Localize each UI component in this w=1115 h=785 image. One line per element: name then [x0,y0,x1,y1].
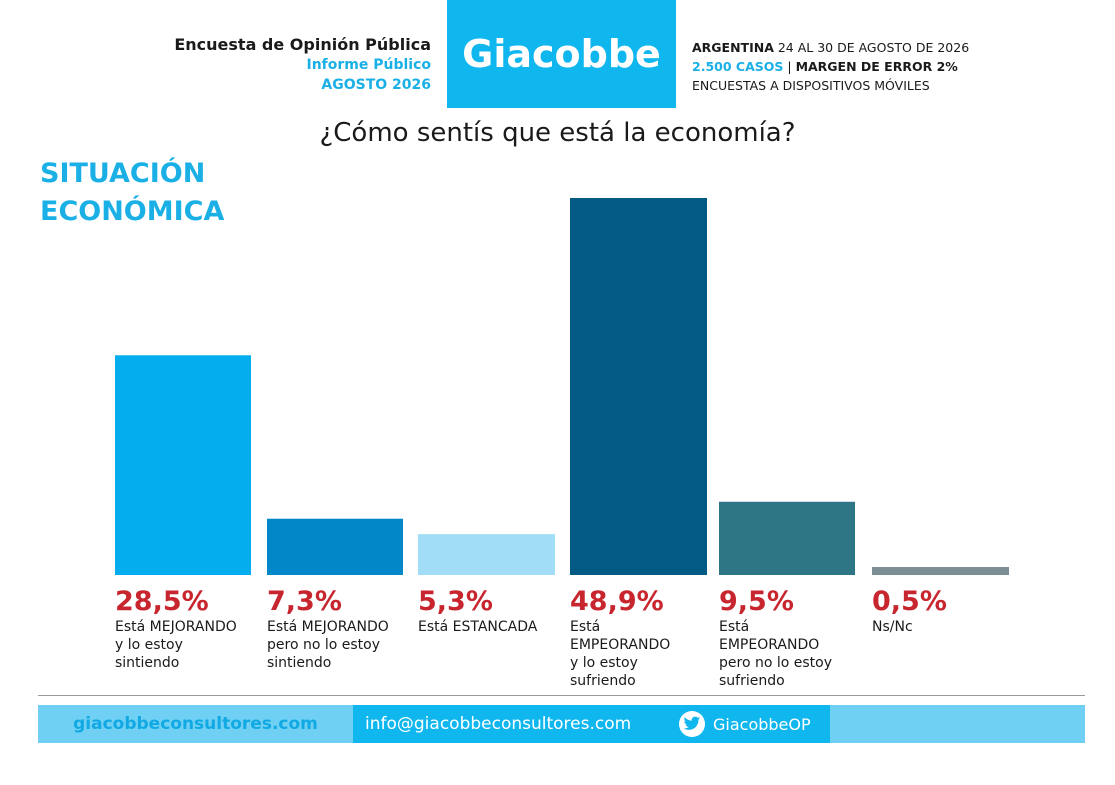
margin-of-error: MARGEN DE ERROR 2% [795,59,958,74]
survey-title: Encuesta de Opinión Pública [174,35,431,54]
report-type: Informe Público [306,57,431,73]
bar-5 [719,501,855,575]
category-label: Está EMPEORANDO y lo estoy sufriendo [570,619,671,689]
website-link[interactable]: giacobbeconsultores.com [73,714,318,734]
survey-dates: 24 AL 30 DE AGOSTO DE 2026 [777,40,970,55]
email-link[interactable]: info@giacobbeconsultores.com [353,705,665,743]
methodology-line-1: ARGENTINA 24 AL 30 DE AGOSTO DE 2026 [692,38,969,57]
bar-label-2: 7,3% Está MEJORANDO pero no lo estoy sint… [267,586,412,672]
header-methodology: ARGENTINA 24 AL 30 DE AGOSTO DE 2026 2.5… [692,38,969,95]
section-title-line-2: ECONÓMICA [40,196,225,227]
bar-label-3: 5,3% Está ESTANCADA [418,586,563,636]
bar-chart [115,198,1009,575]
bar-1 [115,355,251,575]
bar-6 [872,567,1009,575]
bar-label-5: 9,5% Está EMPEORANDO pero no lo estoy suf… [719,586,864,690]
data-label: 9,5% [719,586,794,617]
separator: | [787,59,792,74]
data-label: 7,3% [267,586,342,617]
twitter-handle: GiacobbeOP [713,714,811,734]
category-label: Está MEJORANDO pero no lo estoy sintiend… [267,619,389,671]
section-title-line-1: SITUACIÓN [40,158,206,189]
bar-3 [418,534,555,575]
survey-method: ENCUESTAS A DISPOSITIVOS MÓVILES [692,78,930,93]
sample-size: 2.500 CASOS [692,59,784,74]
bar-label-6: 0,5% Ns/Nc [872,586,1017,636]
footer-bar: giacobbeconsultores.com info@giacobbecon… [38,705,1085,743]
data-label: 0,5% [872,586,947,617]
twitter-link[interactable]: GiacobbeOP [665,705,830,743]
category-label: Está ESTANCADA [418,619,538,635]
data-label: 28,5% [115,586,209,617]
data-label: 48,9% [570,586,664,617]
methodology-line-2: 2.500 CASOS | MARGEN DE ERROR 2% [692,57,969,76]
bar-label-1: 28,5% Está MEJORANDO y lo estoy sintiendo [115,586,260,672]
logo-text: Giacobbe [462,32,661,76]
category-label: Está EMPEORANDO pero no lo estoy sufrien… [719,619,833,689]
report-date: AGOSTO 2026 [321,77,431,93]
bar-label-4: 48,9% Está EMPEORANDO y lo estoy sufriend… [570,586,715,690]
bar-2 [267,518,403,575]
category-label: Está MEJORANDO y lo estoy sintiendo [115,619,237,671]
section-title: SITUACIÓN ECONÓMICA [40,155,224,231]
twitter-bird-icon [679,711,705,737]
chart-question: ¿Cómo sentís que está la economía? [319,118,796,148]
category-label: Ns/Nc [872,619,913,635]
country-label: ARGENTINA [692,40,774,55]
bar-4 [570,198,707,575]
header-survey-info: Encuesta de Opinión Pública Informe Públ… [174,35,431,95]
footer-divider [38,695,1085,696]
giacobbe-logo: Giacobbe [447,0,676,108]
data-label: 5,3% [418,586,493,617]
